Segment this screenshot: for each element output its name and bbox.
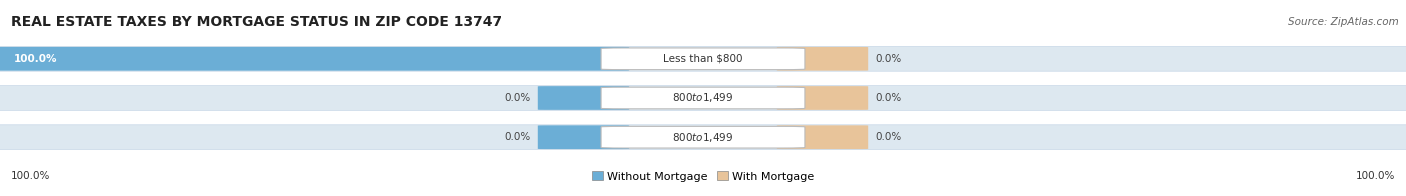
FancyBboxPatch shape <box>776 125 868 149</box>
FancyBboxPatch shape <box>776 86 868 110</box>
Text: 0.0%: 0.0% <box>876 93 901 103</box>
Text: Less than $800: Less than $800 <box>664 54 742 64</box>
FancyBboxPatch shape <box>0 125 1406 150</box>
FancyBboxPatch shape <box>602 48 806 70</box>
FancyBboxPatch shape <box>0 47 630 71</box>
Legend: Without Mortgage, With Mortgage: Without Mortgage, With Mortgage <box>592 171 814 182</box>
FancyBboxPatch shape <box>537 125 630 149</box>
Text: 100.0%: 100.0% <box>1355 171 1395 181</box>
FancyBboxPatch shape <box>0 46 1406 71</box>
FancyBboxPatch shape <box>776 47 868 71</box>
Text: $800 to $1,499: $800 to $1,499 <box>672 92 734 104</box>
Text: Source: ZipAtlas.com: Source: ZipAtlas.com <box>1288 16 1399 27</box>
Text: 0.0%: 0.0% <box>505 132 531 142</box>
Text: 0.0%: 0.0% <box>876 54 901 64</box>
Text: $800 to $1,499: $800 to $1,499 <box>672 131 734 144</box>
Text: REAL ESTATE TAXES BY MORTGAGE STATUS IN ZIP CODE 13747: REAL ESTATE TAXES BY MORTGAGE STATUS IN … <box>11 15 502 29</box>
Text: 0.0%: 0.0% <box>876 132 901 142</box>
FancyBboxPatch shape <box>537 86 630 110</box>
Text: 0.0%: 0.0% <box>505 93 531 103</box>
FancyBboxPatch shape <box>602 126 806 148</box>
Text: 100.0%: 100.0% <box>14 54 58 64</box>
FancyBboxPatch shape <box>0 86 1406 110</box>
Text: 100.0%: 100.0% <box>11 171 51 181</box>
FancyBboxPatch shape <box>602 87 806 109</box>
